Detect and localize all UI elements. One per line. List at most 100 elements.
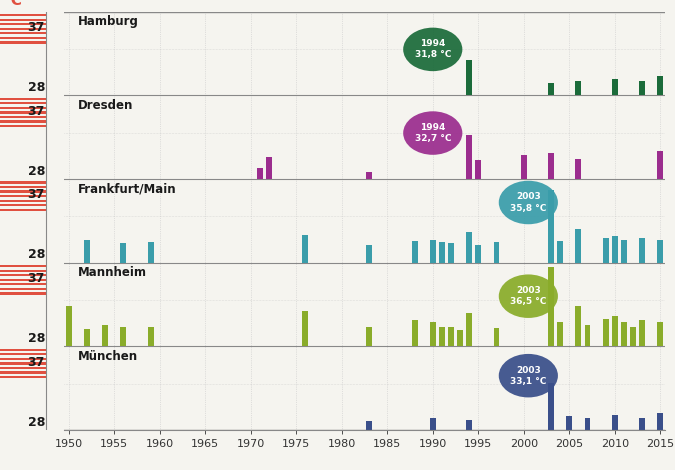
Text: 2003
35,8 °C: 2003 35,8 °C bbox=[510, 192, 547, 212]
Bar bbox=[0, 12, 46, 14]
Bar bbox=[412, 242, 418, 263]
Bar bbox=[0, 109, 46, 111]
Bar bbox=[0, 290, 46, 292]
Text: 28: 28 bbox=[28, 416, 45, 429]
Bar bbox=[585, 418, 591, 430]
Bar bbox=[366, 421, 372, 430]
Bar bbox=[657, 322, 664, 346]
Bar bbox=[0, 95, 46, 98]
Bar bbox=[412, 321, 418, 346]
Bar bbox=[366, 172, 372, 179]
Bar bbox=[0, 374, 46, 376]
Text: 28: 28 bbox=[28, 81, 45, 94]
Bar bbox=[521, 155, 526, 179]
Bar bbox=[603, 319, 609, 346]
Bar bbox=[0, 18, 46, 21]
Bar bbox=[548, 267, 554, 346]
Bar bbox=[0, 118, 46, 120]
Bar bbox=[657, 151, 664, 179]
Bar bbox=[0, 292, 46, 295]
Bar bbox=[0, 190, 46, 193]
Bar bbox=[0, 116, 46, 118]
Bar bbox=[566, 416, 572, 430]
Text: 37: 37 bbox=[28, 21, 45, 34]
Bar bbox=[430, 241, 436, 263]
Bar bbox=[466, 313, 472, 346]
Bar bbox=[84, 241, 90, 263]
Ellipse shape bbox=[403, 111, 462, 155]
Bar bbox=[612, 78, 618, 95]
Bar bbox=[621, 241, 627, 263]
Bar bbox=[0, 193, 46, 195]
Bar bbox=[0, 104, 46, 107]
Bar bbox=[0, 204, 46, 206]
Bar bbox=[0, 34, 46, 37]
Bar bbox=[0, 279, 46, 281]
Bar bbox=[493, 328, 500, 346]
Bar bbox=[558, 242, 563, 263]
Bar bbox=[257, 168, 263, 179]
Bar bbox=[657, 76, 664, 95]
Bar bbox=[0, 32, 46, 34]
Bar bbox=[466, 232, 472, 263]
Bar bbox=[466, 135, 472, 179]
Bar bbox=[0, 28, 46, 30]
Bar bbox=[0, 107, 46, 109]
Bar bbox=[0, 362, 46, 365]
Bar bbox=[0, 39, 46, 41]
Bar bbox=[457, 329, 463, 346]
Bar bbox=[439, 327, 445, 346]
Bar bbox=[0, 100, 46, 102]
Bar bbox=[612, 236, 618, 263]
Bar bbox=[0, 274, 46, 276]
Bar bbox=[0, 114, 46, 116]
Bar bbox=[0, 276, 46, 279]
Text: 37: 37 bbox=[28, 272, 45, 285]
Text: 28: 28 bbox=[28, 249, 45, 261]
Bar bbox=[0, 16, 46, 18]
Bar bbox=[493, 242, 500, 263]
Bar bbox=[612, 415, 618, 430]
Text: 37: 37 bbox=[28, 188, 45, 202]
Bar bbox=[548, 383, 554, 430]
Bar bbox=[102, 325, 108, 346]
Bar bbox=[84, 329, 90, 346]
Ellipse shape bbox=[499, 274, 558, 318]
Bar bbox=[302, 235, 308, 263]
Text: 37: 37 bbox=[28, 356, 45, 369]
Bar bbox=[475, 160, 481, 179]
Bar bbox=[148, 242, 153, 263]
Text: München: München bbox=[78, 350, 138, 363]
Bar bbox=[0, 358, 46, 360]
Bar bbox=[0, 288, 46, 290]
Text: 2003
33,1 °C: 2003 33,1 °C bbox=[510, 366, 547, 386]
Bar bbox=[0, 355, 46, 358]
Bar bbox=[0, 346, 46, 349]
Bar bbox=[576, 80, 581, 95]
Bar bbox=[630, 327, 636, 346]
Bar bbox=[466, 420, 472, 430]
Bar bbox=[639, 418, 645, 430]
Bar bbox=[0, 21, 46, 23]
Bar bbox=[576, 306, 581, 346]
Bar bbox=[0, 349, 46, 351]
Bar bbox=[0, 179, 46, 181]
Bar bbox=[0, 369, 46, 371]
Bar bbox=[439, 242, 445, 263]
Text: 1994
31,8 °C: 1994 31,8 °C bbox=[414, 39, 451, 59]
Bar bbox=[0, 272, 46, 274]
Bar bbox=[448, 327, 454, 346]
Bar bbox=[0, 206, 46, 209]
Bar bbox=[0, 111, 46, 114]
Text: 2003
36,5 °C: 2003 36,5 °C bbox=[510, 286, 547, 306]
Bar bbox=[0, 181, 46, 184]
Bar bbox=[430, 322, 436, 346]
Bar bbox=[0, 184, 46, 186]
Bar bbox=[302, 311, 308, 346]
Bar bbox=[0, 281, 46, 283]
Bar bbox=[0, 123, 46, 125]
Bar bbox=[0, 125, 46, 127]
Bar bbox=[448, 243, 454, 263]
Text: Dresden: Dresden bbox=[78, 99, 133, 112]
Bar bbox=[576, 229, 581, 263]
